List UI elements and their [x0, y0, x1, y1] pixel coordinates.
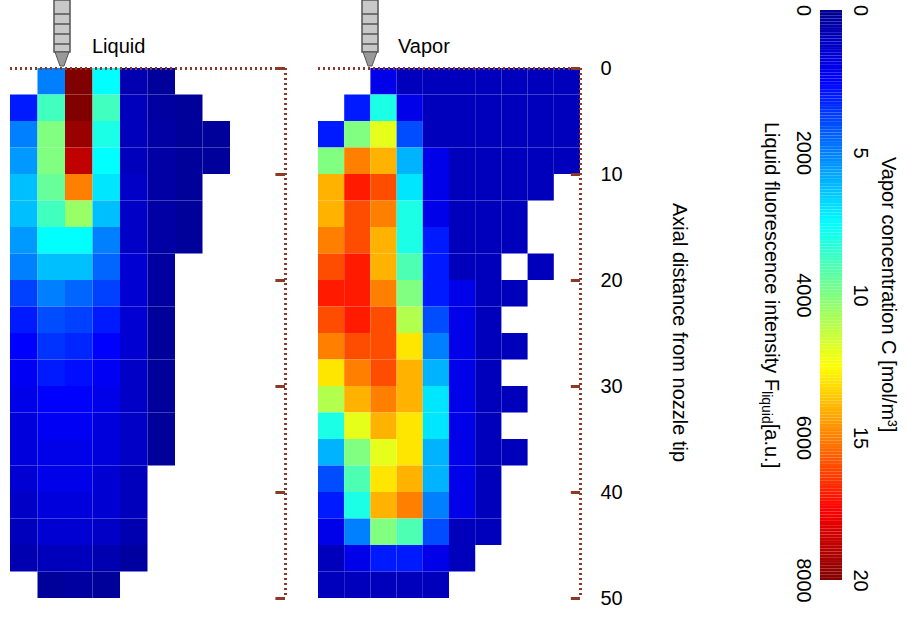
html-text:Liquid fluorescence intensity: Liquid fluorescence intensity F [761, 121, 783, 391]
svg-text:8000: 8000 [793, 558, 815, 603]
html-text:liquid: liquid [759, 390, 775, 424]
svg-text:5: 5 [850, 147, 872, 158]
html-text:Liquid: Liquid [92, 35, 146, 57]
html-text:Vapor: Vapor [398, 35, 450, 57]
svg-text:6000: 6000 [793, 416, 815, 461]
html-text:[a.u.]: [a.u.] [761, 423, 783, 469]
svg-text:30: 30 [601, 375, 623, 397]
svg-text:4000: 4000 [793, 273, 815, 318]
svg-text:20: 20 [850, 569, 872, 591]
html-text:Vapor concentration C [mol/m³]: Vapor concentration C [mol/m³] [878, 157, 900, 433]
svg-text:40: 40 [601, 481, 623, 503]
svg-text:15: 15 [850, 427, 872, 449]
svg-text:10: 10 [601, 163, 623, 185]
svg-text:0: 0 [793, 5, 815, 16]
svg-text:10: 10 [850, 284, 872, 306]
svg-text:50: 50 [601, 587, 623, 609]
svg-text:0: 0 [601, 57, 612, 79]
html-text:Axial distance from nozzle tip: Axial distance from nozzle tip [669, 203, 691, 463]
svg-text:0: 0 [850, 5, 872, 16]
svg-text:20: 20 [601, 269, 623, 291]
svg-text:2000: 2000 [793, 131, 815, 176]
